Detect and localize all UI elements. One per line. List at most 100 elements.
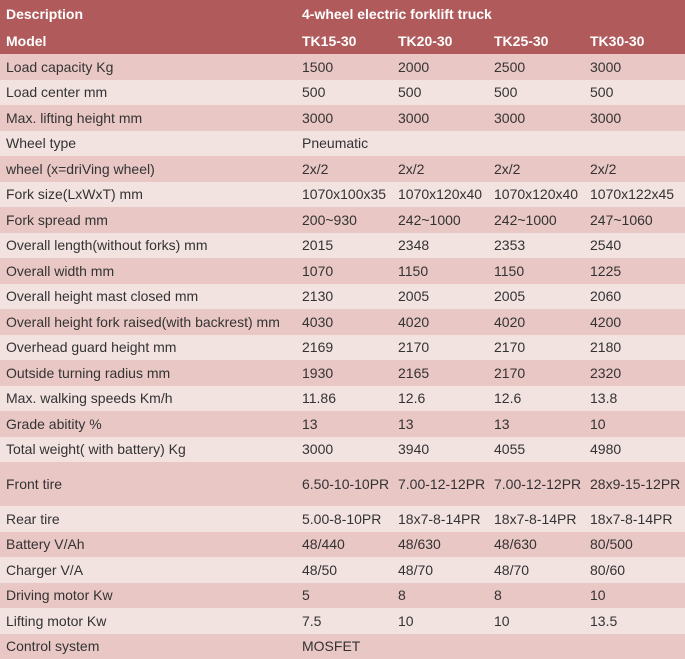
- row-value: 2500: [492, 59, 588, 75]
- row-value: 48/630: [396, 536, 492, 552]
- table-row: Overhead guard height mm2169217021702180: [0, 335, 685, 361]
- row-value: 4020: [492, 314, 588, 330]
- table-row: Total weight( with battery) Kg3000394040…: [0, 437, 685, 463]
- row-label: Control system: [0, 638, 300, 654]
- table-row: Max. walking speeds Km/h11.8612.612.613.…: [0, 386, 685, 412]
- row-value: 7.00-12-12PR: [396, 475, 492, 493]
- row-label: Overhead guard height mm: [0, 339, 300, 355]
- row-value: 3000: [588, 59, 684, 75]
- table-row: wheel (x=driVing wheel)2x/22x/22x/22x/2: [0, 156, 685, 182]
- row-label: Overall length(without forks) mm: [0, 237, 300, 253]
- row-value: 200~930: [300, 212, 396, 228]
- row-value: 7.5: [300, 613, 396, 629]
- row-value: 2005: [396, 288, 492, 304]
- row-value: 80/60: [588, 562, 684, 578]
- row-value: 8: [396, 587, 492, 603]
- row-value: 5.00-8-10PR: [300, 511, 396, 527]
- table-row: Overall height mast closed mm21302005200…: [0, 284, 685, 310]
- row-value: 10: [492, 613, 588, 629]
- row-value: 1930: [300, 365, 396, 381]
- row-label: Front tire: [0, 476, 300, 492]
- row-label: Total weight( with battery) Kg: [0, 441, 300, 457]
- row-value: 2x/2: [300, 161, 396, 177]
- row-value: 2353: [492, 237, 588, 253]
- row-value: 4200: [588, 314, 684, 330]
- row-value: 13.8: [588, 390, 684, 406]
- row-value: 4020: [396, 314, 492, 330]
- row-value: 48/70: [396, 562, 492, 578]
- row-value: 18x7-8-14PR: [588, 511, 684, 527]
- row-value: 2x/2: [396, 161, 492, 177]
- row-value: 2060: [588, 288, 684, 304]
- row-label: Load center mm: [0, 84, 300, 100]
- row-value: 48/50: [300, 562, 396, 578]
- row-value: 6.50-10-10PR: [300, 475, 396, 493]
- table-row: Control systemMOSFET: [0, 634, 685, 659]
- row-value: 500: [300, 84, 396, 100]
- table-row: Fork size(LxWxT) mm1070x100x351070x120x4…: [0, 182, 685, 208]
- row-value: 242~1000: [492, 212, 588, 228]
- row-value: 12.6: [492, 390, 588, 406]
- row-value: 3000: [492, 110, 588, 126]
- row-value: 13: [492, 416, 588, 432]
- table-row: Front tire6.50-10-10PR7.00-12-12PR7.00-1…: [0, 462, 685, 506]
- row-value: 1070x122x45: [588, 186, 684, 202]
- table-row: Driving motor Kw58810: [0, 583, 685, 609]
- row-span-value: MOSFET: [300, 638, 685, 654]
- row-label: Outside turning radius mm: [0, 365, 300, 381]
- row-value: 3940: [396, 441, 492, 457]
- row-value: 2165: [396, 365, 492, 381]
- row-label: Grade abitity %: [0, 416, 300, 432]
- row-label: Battery V/Ah: [0, 536, 300, 552]
- row-value: 28x9-15-12PR: [588, 475, 684, 493]
- row-value: 7.00-12-12PR: [492, 475, 588, 493]
- row-value: 2169: [300, 339, 396, 355]
- table-row: Grade abitity %13131310: [0, 411, 685, 437]
- row-value: 18x7-8-14PR: [492, 511, 588, 527]
- row-value: 4055: [492, 441, 588, 457]
- row-value: 10: [588, 587, 684, 603]
- row-label: Lifting motor Kw: [0, 613, 300, 629]
- row-value: 1070x100x35: [300, 186, 396, 202]
- model-row: Model TK15-30 TK20-30 TK25-30 TK30-30: [0, 27, 685, 54]
- row-value: 3000: [300, 110, 396, 126]
- model-col-2: TK25-30: [492, 33, 588, 49]
- row-label: Fork spread mm: [0, 212, 300, 228]
- table-row: Battery V/Ah48/44048/63048/63080/500: [0, 532, 685, 558]
- model-label: Model: [0, 33, 300, 49]
- row-label: wheel (x=driVing wheel): [0, 161, 300, 177]
- row-value: 3000: [396, 110, 492, 126]
- table-row: Max. lifting height mm3000300030003000: [0, 105, 685, 131]
- row-value: 2015: [300, 237, 396, 253]
- row-value: 3000: [588, 110, 684, 126]
- row-label: Driving motor Kw: [0, 587, 300, 603]
- table-header-row: Description 4-wheel electric forklift tr…: [0, 0, 685, 27]
- row-span-value: Pneumatic: [300, 135, 685, 151]
- row-value: 13: [300, 416, 396, 432]
- row-value: 2170: [492, 339, 588, 355]
- table-row: Overall length(without forks) mm20152348…: [0, 233, 685, 259]
- row-value: 2170: [492, 365, 588, 381]
- table-row: Load center mm500500500500: [0, 80, 685, 106]
- row-value: 2180: [588, 339, 684, 355]
- row-label: Load capacity Kg: [0, 59, 300, 75]
- row-value: 2x/2: [588, 161, 684, 177]
- row-value: 80/500: [588, 536, 684, 552]
- row-value: 1225: [588, 263, 684, 279]
- row-label: Overall width mm: [0, 263, 300, 279]
- spec-table: Description 4-wheel electric forklift tr…: [0, 0, 685, 659]
- row-value: 48/440: [300, 536, 396, 552]
- row-value: 3000: [300, 441, 396, 457]
- row-value: 13: [396, 416, 492, 432]
- row-value: 2348: [396, 237, 492, 253]
- table-row: Overall height fork raised(with backrest…: [0, 309, 685, 335]
- row-value: 2x/2: [492, 161, 588, 177]
- table-row: Overall width mm1070115011501225: [0, 258, 685, 284]
- row-value: 11.86: [300, 390, 396, 406]
- row-value: 4980: [588, 441, 684, 457]
- row-label: Overall height mast closed mm: [0, 288, 300, 304]
- table-row: Charger V/A48/5048/7048/7080/60: [0, 557, 685, 583]
- row-value: 10: [588, 416, 684, 432]
- row-value: 4030: [300, 314, 396, 330]
- row-value: 18x7-8-14PR: [396, 511, 492, 527]
